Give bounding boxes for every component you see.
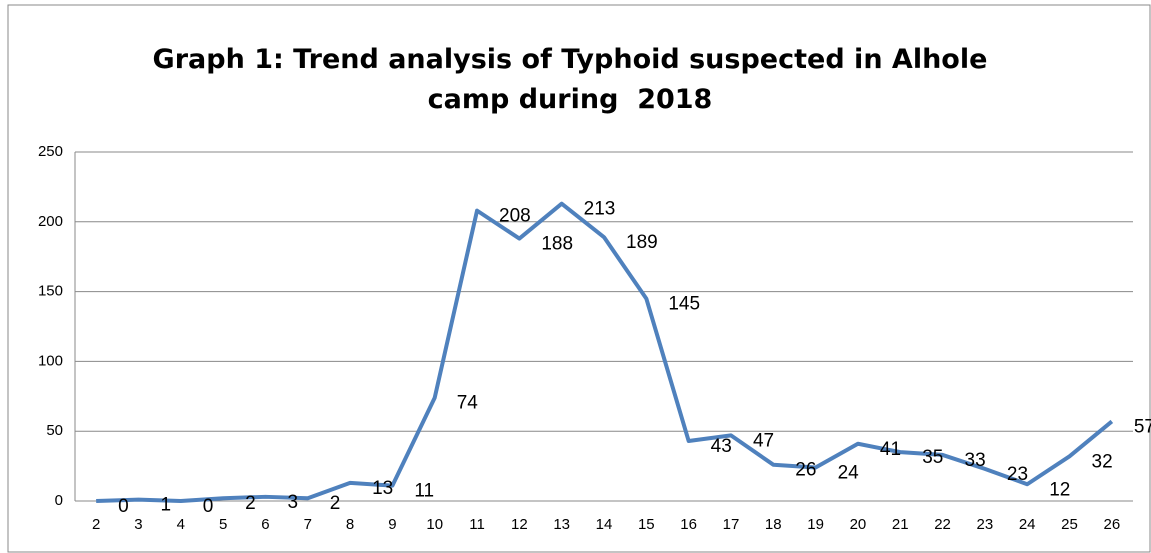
y-tick-label: 250 <box>38 143 63 160</box>
data-label: 57 <box>1134 416 1151 437</box>
y-tick-label: 200 <box>38 213 63 230</box>
data-label: 3 <box>287 492 298 513</box>
x-tick-label: 10 <box>426 516 443 533</box>
x-tick-label: 25 <box>1061 516 1078 533</box>
x-tick-label: 4 <box>177 516 185 533</box>
data-label: 13 <box>372 478 393 499</box>
data-label: 32 <box>1092 451 1113 472</box>
data-label: 188 <box>541 234 573 255</box>
x-tick-label: 17 <box>723 516 740 533</box>
data-label: 213 <box>584 199 616 220</box>
x-tick-label: 9 <box>388 516 396 533</box>
data-label: 33 <box>965 450 986 471</box>
x-tick-label: 20 <box>850 516 867 533</box>
x-tick-label: 23 <box>977 516 994 533</box>
x-tick-label: 22 <box>934 516 951 533</box>
data-label: 24 <box>838 463 860 484</box>
y-tick-label: 100 <box>38 352 63 369</box>
x-tick-label: 7 <box>304 516 312 533</box>
data-label: 11 <box>414 481 434 502</box>
chart-title: Graph 1: Trend analysis of Typhoid suspe… <box>152 44 997 115</box>
x-tick-label: 2 <box>92 516 100 533</box>
data-label: 0 <box>118 496 129 517</box>
x-tick-label: 5 <box>219 516 227 533</box>
data-label: 145 <box>668 294 700 315</box>
y-tick-label: 50 <box>46 422 63 439</box>
x-tick-label: 16 <box>680 516 697 533</box>
data-label: 189 <box>626 232 658 253</box>
x-tick-label: 21 <box>892 516 909 533</box>
data-label: 23 <box>1007 464 1028 485</box>
data-label: 208 <box>499 206 531 227</box>
data-label: 43 <box>711 436 732 457</box>
x-tick-label: 11 <box>469 516 485 533</box>
x-tick-label: 13 <box>553 516 570 533</box>
x-tick-label: 26 <box>1103 516 1120 533</box>
x-tick-label: 8 <box>346 516 354 533</box>
x-tick-label: 15 <box>638 516 655 533</box>
data-line <box>96 201 1114 503</box>
x-tick-label: 3 <box>134 516 142 533</box>
data-label: 2 <box>245 493 256 514</box>
x-tick-label: 6 <box>261 516 269 533</box>
x-tick-label: 24 <box>1019 516 1036 533</box>
x-tick-label: 12 <box>511 516 528 533</box>
data-label: 12 <box>1049 479 1070 500</box>
y-tick-label: 150 <box>38 283 63 300</box>
data-label: 1 <box>160 495 171 516</box>
data-label: 26 <box>795 460 816 481</box>
data-label: 2 <box>330 493 341 514</box>
x-tick-label: 19 <box>807 516 824 533</box>
data-label: 74 <box>457 393 479 414</box>
x-tick-label: 18 <box>765 516 782 533</box>
x-tick-label: 14 <box>596 516 613 533</box>
data-label: 0 <box>203 496 214 517</box>
y-tick-label: 0 <box>55 492 63 509</box>
data-label: 35 <box>922 447 943 468</box>
data-label: 47 <box>753 430 774 451</box>
data-label: 41 <box>880 439 901 460</box>
